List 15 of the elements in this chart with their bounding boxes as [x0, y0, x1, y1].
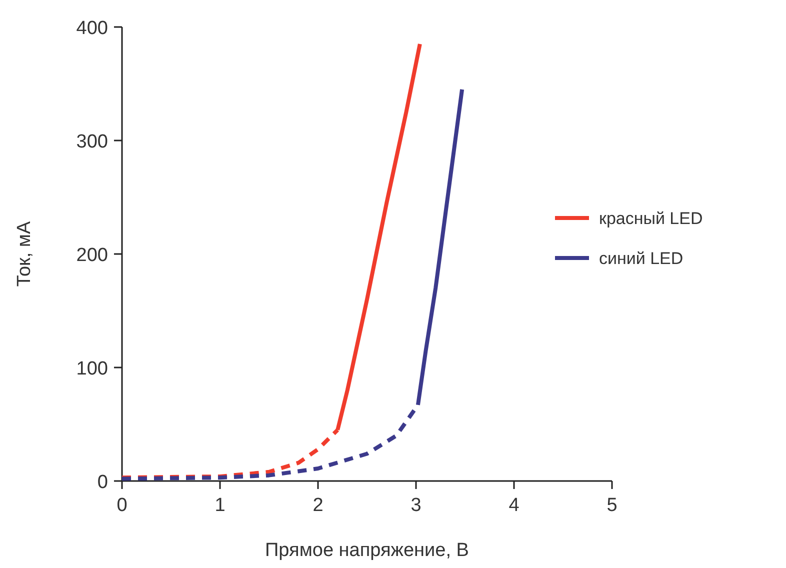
x-tick-label: 4 — [508, 495, 520, 516]
y-axis-title: Ток, мА — [14, 221, 35, 287]
x-tick-label: 3 — [410, 495, 422, 516]
legend-label: красный LED — [599, 209, 703, 228]
y-tick-label: 400 — [76, 18, 108, 39]
x-tick-label: 5 — [606, 495, 618, 516]
y-tick-label: 100 — [76, 358, 108, 380]
x-tick-label: 1 — [214, 495, 226, 516]
x-tick-label: 0 — [116, 495, 128, 516]
y-tick-label: 0 — [97, 472, 108, 493]
x-tick-label: 2 — [312, 495, 324, 516]
y-tick-label: 200 — [76, 245, 108, 266]
x-axis-title: Прямое напряжение, В — [265, 540, 469, 561]
legend-label: синий LED — [599, 249, 684, 268]
y-tick-label: 300 — [76, 132, 108, 152]
